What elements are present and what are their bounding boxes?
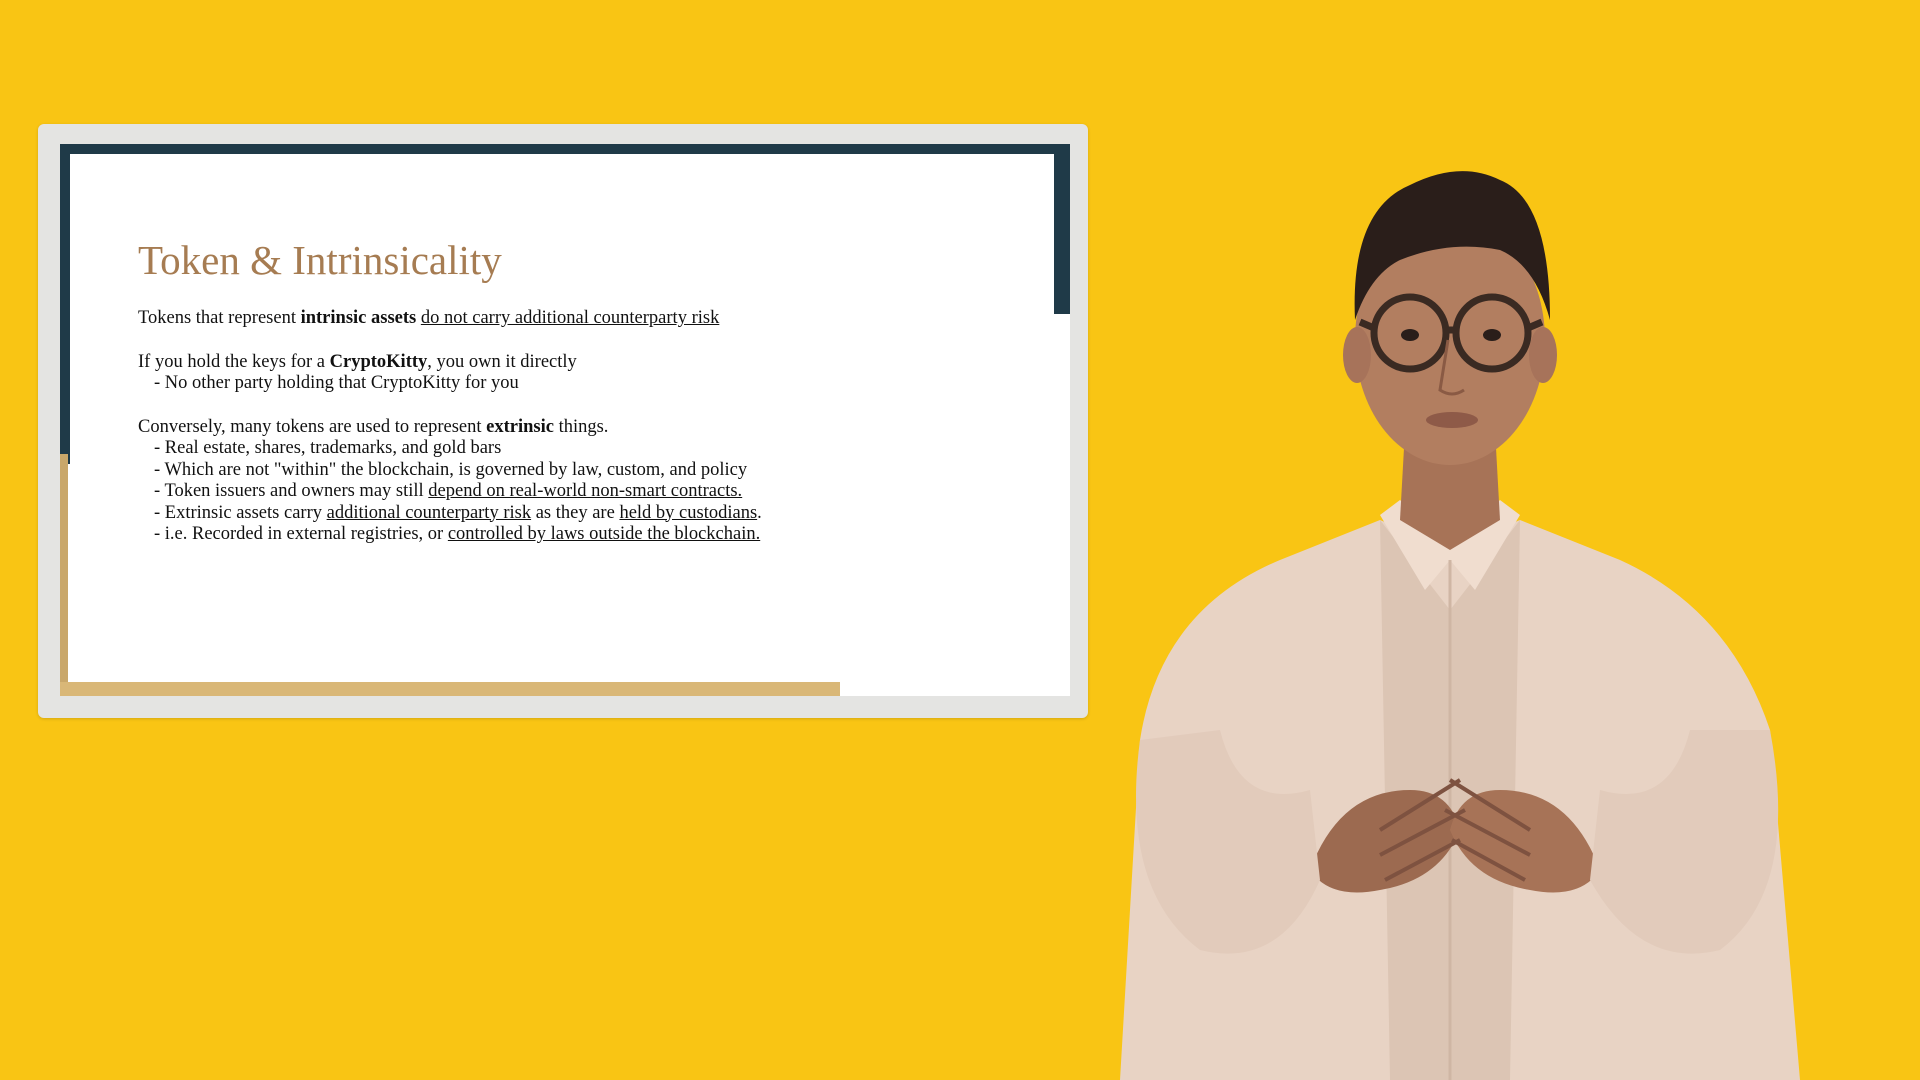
underlined-text: depend on real-world non-smart contracts… xyxy=(428,481,743,501)
slide: Token & Intrinsicality Tokens that repre… xyxy=(60,144,1070,696)
slide-accent-bottom xyxy=(60,682,840,696)
text: If you hold the keys for a xyxy=(138,351,330,372)
paragraph-extrinsic: Conversely, many tokens are used to repr… xyxy=(138,417,762,439)
bullet-item: - Extrinsic assets carry additional coun… xyxy=(138,503,762,525)
slide-accent-right xyxy=(1054,144,1070,314)
text: Conversely, many tokens are used to repr… xyxy=(138,416,487,437)
presenter-glasses xyxy=(1358,293,1544,373)
text: - Extrinsic assets carry xyxy=(154,502,327,523)
slide-accent-tan-left xyxy=(60,454,68,696)
underlined-text: controlled by laws outside the blockchai… xyxy=(447,524,761,544)
paragraph-intrinsic: Tokens that represent intrinsic assets d… xyxy=(138,308,762,330)
presenter-hands xyxy=(1310,778,1600,893)
slide-content-area: Token & Intrinsicality Tokens that repre… xyxy=(76,154,1048,682)
bold-text: extrinsic xyxy=(486,416,554,437)
text: Tokens that represent xyxy=(138,308,301,328)
slide-accent-left xyxy=(60,144,70,464)
slide-accent-top xyxy=(60,144,1070,154)
underlined-text: do not carry additional counterparty ris… xyxy=(420,308,720,328)
text: - i.e. Recorded in external registries, … xyxy=(154,524,448,544)
slide-frame: Token & Intrinsicality Tokens that repre… xyxy=(38,124,1088,718)
text: as they are xyxy=(531,502,620,523)
underlined-text: additional counterparty risk xyxy=(326,502,532,523)
underlined-text: held by custodians xyxy=(619,502,758,523)
presenter-head xyxy=(1355,215,1545,465)
paragraph-cryptokitty: If you hold the keys for a CryptoKitty, … xyxy=(138,352,762,374)
bullet-item: - Real estate, shares, trademarks, and g… xyxy=(154,438,502,458)
text: things. xyxy=(553,416,609,437)
slide-body: Tokens that represent intrinsic assets d… xyxy=(138,308,762,546)
text: - Token issuers and owners may still xyxy=(154,481,429,501)
presenter-image xyxy=(1120,171,1800,1080)
bullet-item: - i.e. Recorded in external registries, … xyxy=(138,524,762,546)
bullet-item: - Which are not "within" the blockchain,… xyxy=(154,459,748,480)
bold-text: CryptoKitty xyxy=(329,351,428,372)
bullet-item: - Token issuers and owners may still dep… xyxy=(138,481,762,503)
bold-text: intrinsic assets xyxy=(300,308,417,328)
bullet-item: - No other party holding that CryptoKitt… xyxy=(154,373,519,393)
text: . xyxy=(757,502,762,523)
presenter-hair xyxy=(1354,171,1550,320)
slide-title: Token & Intrinsicality xyxy=(138,237,502,283)
text: , you own it directly xyxy=(427,351,577,372)
